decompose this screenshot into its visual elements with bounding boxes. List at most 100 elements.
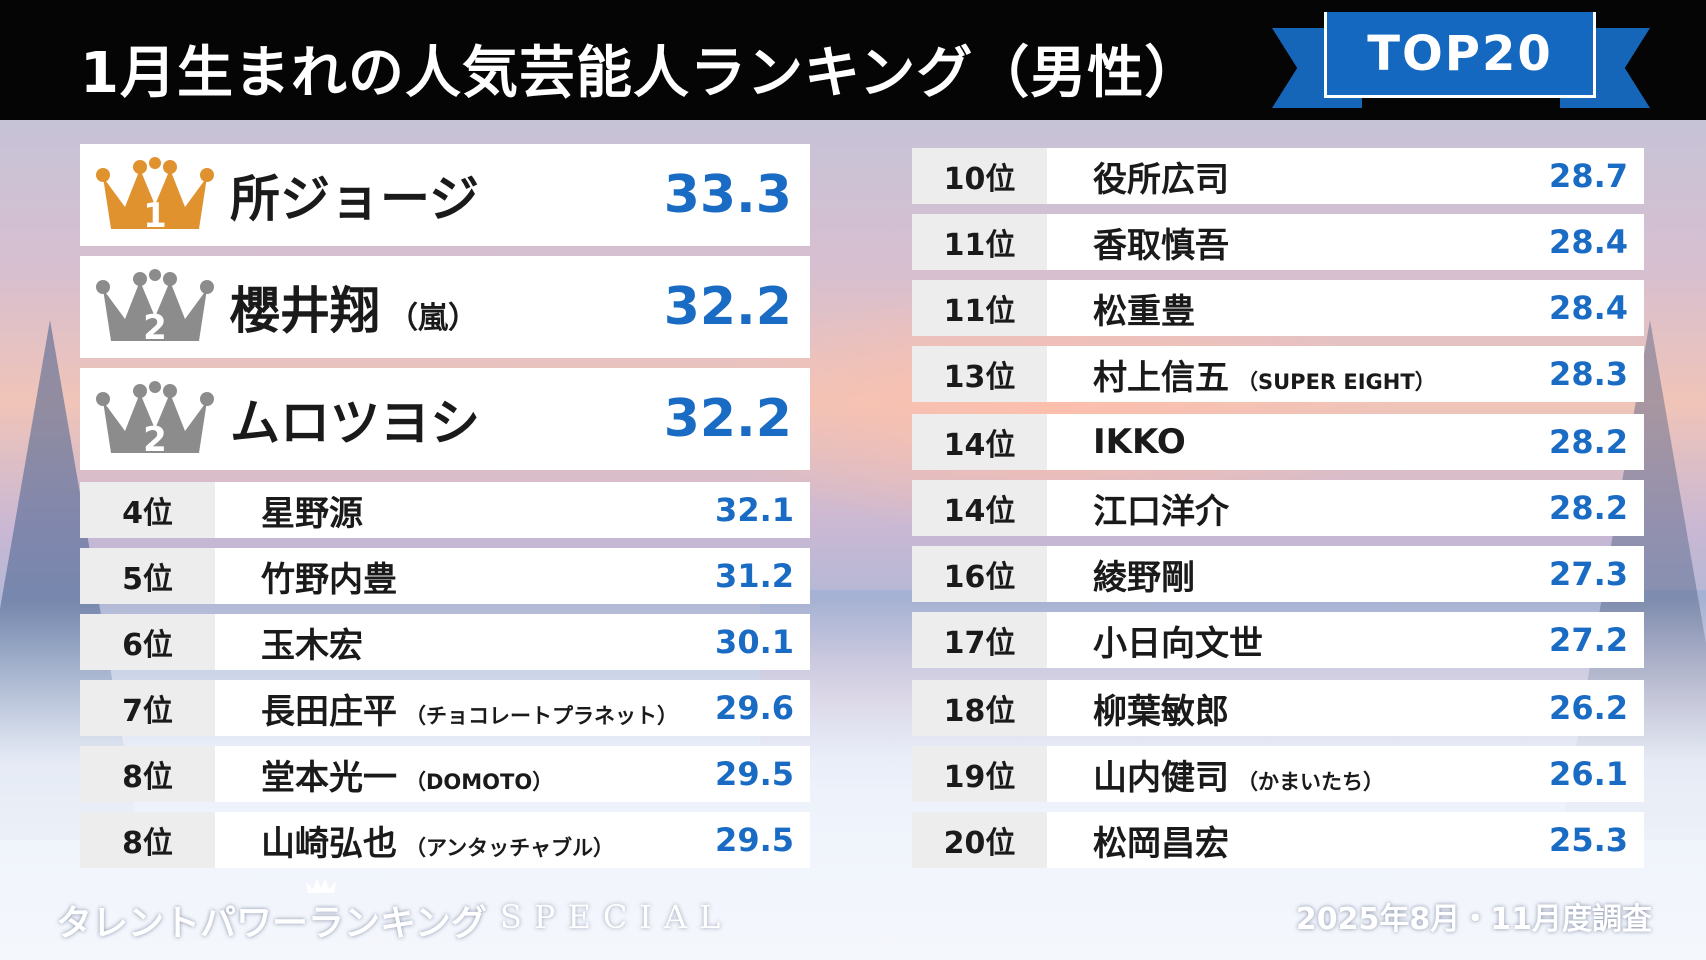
rank-label: 8位 <box>80 746 215 802</box>
name-text: 堂本光一 <box>261 757 397 798</box>
top-name: 櫻井翔 （嵐） <box>230 271 478 343</box>
top-rank-row: 2 ムロツヨシ 32.2 <box>80 368 810 470</box>
brand-logo: タレントパワーランキング <box>56 879 487 946</box>
name-text: 江口洋介 <box>1093 491 1229 532</box>
medal-number: 2 <box>143 420 167 459</box>
score-value: 28.4 <box>1549 289 1628 327</box>
ranking-name: 役所広司 <box>1047 152 1237 201</box>
name-text: 松重豊 <box>1093 291 1195 332</box>
rank-label: 11位 <box>912 214 1047 270</box>
score-value: 28.2 <box>1549 489 1628 527</box>
score-value: 28.3 <box>1549 355 1628 393</box>
ranking-name: IKKO <box>1047 422 1194 462</box>
name-text: 役所広司 <box>1093 159 1229 200</box>
name-text: 長田庄平 <box>261 691 397 732</box>
name-text: 櫻井翔 <box>230 282 380 340</box>
small-crown-icon <box>306 879 336 893</box>
ranking-name: 竹野内豊 <box>215 552 405 601</box>
logo-text: タレントパワーランキング <box>56 903 487 944</box>
ranking-name: 江口洋介 <box>1047 484 1237 533</box>
name-text: 柳葉敏郎 <box>1093 691 1229 732</box>
special-label: SPECIAL <box>500 898 733 936</box>
top-rank-row: 2 櫻井翔 （嵐） 32.2 <box>80 256 810 358</box>
rank-label: 6位 <box>80 614 215 670</box>
name-text: ムロツヨシ <box>230 394 480 452</box>
ranking-name: 香取慎吾 <box>1047 218 1237 267</box>
group-note: （かまいたち） <box>1237 769 1384 794</box>
group-note: （SUPER EIGHT） <box>1237 369 1436 394</box>
ranking-name: 長田庄平 （チョコレートプラネット） <box>215 684 678 733</box>
name-text: 村上信五 <box>1093 357 1229 398</box>
ranking-row: 14位 IKKO 28.2 <box>912 414 1644 470</box>
ranking-name: 小日向文世 <box>1047 616 1271 665</box>
ranking-name: 松重豊 <box>1047 284 1203 333</box>
rank-label: 4位 <box>80 482 215 538</box>
group-note: （チョコレートプラネット） <box>405 703 678 728</box>
gold-crown-icon: 1 <box>80 144 230 246</box>
rank-label: 8位 <box>80 812 215 868</box>
rank-label: 10位 <box>912 148 1047 204</box>
ranking-row: 20位 松岡昌宏 25.3 <box>912 812 1644 868</box>
score-value: 26.2 <box>1549 689 1628 727</box>
top-name: ムロツヨシ <box>230 383 488 455</box>
ranking-name: 綾野剛 <box>1047 550 1203 599</box>
rank-label: 17位 <box>912 612 1047 668</box>
ranking-name: 松岡昌宏 <box>1047 816 1237 865</box>
rank-label: 16位 <box>912 546 1047 602</box>
ranking-row: 6位 玉木宏 30.1 <box>80 614 810 670</box>
name-text: 松岡昌宏 <box>1093 823 1229 864</box>
header-bar: 1月生まれの人気芸能人ランキング（男性） TOP20 <box>0 0 1706 120</box>
score-value: 32.2 <box>663 277 792 337</box>
score-value: 26.1 <box>1549 755 1628 793</box>
ranking-name: 玉木宏 <box>215 618 371 667</box>
name-text: 山内健司 <box>1093 757 1229 798</box>
score-value: 28.2 <box>1549 423 1628 461</box>
score-value: 32.1 <box>715 491 794 529</box>
rank-label: 13位 <box>912 346 1047 402</box>
ranking-name: 星野源 <box>215 486 371 535</box>
rank-label: 5位 <box>80 548 215 604</box>
top-name: 所ジョージ <box>230 159 487 231</box>
ranking-row: 4位 星野源 32.1 <box>80 482 810 538</box>
score-value: 25.3 <box>1549 821 1628 859</box>
name-text: 綾野剛 <box>1093 557 1195 598</box>
score-value: 33.3 <box>663 165 792 225</box>
ranking-name: 村上信五 （SUPER EIGHT） <box>1047 350 1436 399</box>
rank-label: 19位 <box>912 746 1047 802</box>
page-title: 1月生まれの人気芸能人ランキング（男性） <box>80 41 1202 106</box>
rank-label: 14位 <box>912 480 1047 536</box>
group-note: （DOMOTO） <box>405 769 554 794</box>
rank-label: 14位 <box>912 414 1047 470</box>
score-value: 29.5 <box>715 821 794 859</box>
ranking-row: 11位 香取慎吾 28.4 <box>912 214 1644 270</box>
score-value: 32.2 <box>663 389 792 449</box>
group-note: （アンタッチャブル） <box>405 835 614 860</box>
name-text: IKKO <box>1093 422 1186 462</box>
score-value: 29.5 <box>715 755 794 793</box>
ranking-name: 柳葉敏郎 <box>1047 684 1237 733</box>
name-text: 玉木宏 <box>261 625 363 666</box>
ranking-row: 7位 長田庄平 （チョコレートプラネット） 29.6 <box>80 680 810 736</box>
ranking-row: 11位 松重豊 28.4 <box>912 280 1644 336</box>
score-value: 27.3 <box>1549 555 1628 593</box>
name-text: 所ジョージ <box>230 170 479 228</box>
name-text: 山崎弘也 <box>261 823 397 864</box>
name-text: 竹野内豊 <box>261 559 397 600</box>
ranking-row: 8位 堂本光一 （DOMOTO） 29.5 <box>80 746 810 802</box>
ranking-row: 16位 綾野剛 27.3 <box>912 546 1644 602</box>
name-text: 小日向文世 <box>1093 623 1263 664</box>
ranking-name: 山内健司 （かまいたち） <box>1047 750 1384 799</box>
score-value: 27.2 <box>1549 621 1628 659</box>
silver-crown-icon: 2 <box>80 256 230 358</box>
ranking-row: 17位 小日向文世 27.2 <box>912 612 1644 668</box>
score-value: 28.7 <box>1549 157 1628 195</box>
badge-label: TOP20 <box>1367 25 1553 82</box>
rank-label: 18位 <box>912 680 1047 736</box>
score-value: 31.2 <box>715 557 794 595</box>
score-value: 30.1 <box>715 623 794 661</box>
survey-period: 2025年8月・11月度調査 <box>1295 902 1652 937</box>
ranking-row: 10位 役所広司 28.7 <box>912 148 1644 204</box>
rank-label: 7位 <box>80 680 215 736</box>
ranking-name: 山崎弘也 （アンタッチャブル） <box>215 816 614 865</box>
medal-number: 2 <box>143 308 167 347</box>
